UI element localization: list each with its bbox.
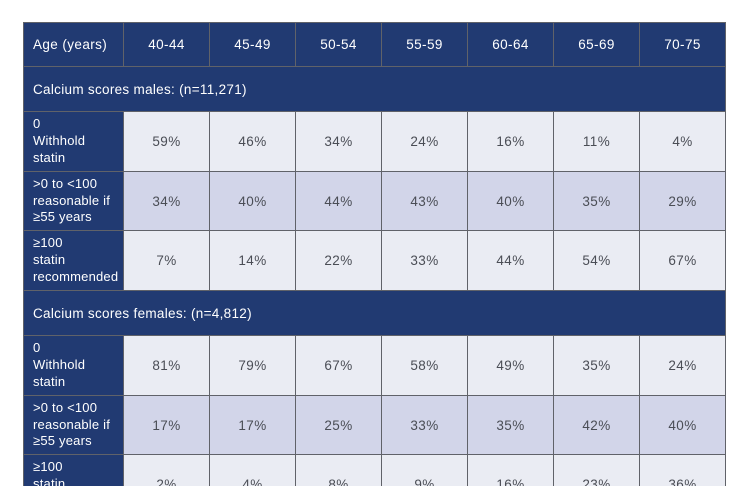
row-label-females-zero: 0 Withhold statin [23,335,124,396]
cell-value: 16% [467,454,554,486]
cell-value: 25% [295,394,382,456]
cell-value: 2% [123,454,210,486]
cell-value: 11% [553,111,640,172]
cell-value: 16% [467,111,554,172]
cell-value: 79% [209,335,296,396]
cell-value: 81% [123,335,210,396]
row-label-females-high: ≥100 statin recommended [23,454,124,486]
table-row-males-high: ≥100 statin recommended 7% 14% 22% 33% 4… [23,230,726,292]
cell-value: 33% [381,230,468,292]
cell-value: 36% [639,454,726,486]
cell-value: 54% [553,230,640,292]
table-row-females-zero: 0 Withhold statin 81% 79% 67% 58% 49% 35… [23,335,726,396]
age-col-50-54: 50-54 [295,22,382,67]
cell-value: 34% [123,170,210,232]
cell-value: 17% [209,394,296,456]
table-row-females-low: >0 to <100 reasonable if ≥55 years 17% 1… [23,394,726,456]
age-col-45-49: 45-49 [209,22,296,67]
cell-value: 44% [295,170,382,232]
cell-value: 58% [381,335,468,396]
cell-value: 24% [639,335,726,396]
age-col-65-69: 65-69 [553,22,640,67]
cell-value: 43% [381,170,468,232]
age-col-40-44: 40-44 [123,22,210,67]
cell-value: 35% [553,335,640,396]
cell-value: 44% [467,230,554,292]
cell-value: 35% [553,170,640,232]
cell-value: 34% [295,111,382,172]
table-row-males-zero: 0 Withhold statin 59% 46% 34% 24% 16% 11… [23,111,726,172]
cell-value: 23% [553,454,640,486]
cell-value: 7% [123,230,210,292]
table-row-females-high: ≥100 statin recommended 2% 4% 8% 9% 16% … [23,454,726,486]
row-label-males-zero: 0 Withhold statin [23,111,124,172]
cell-value: 40% [639,394,726,456]
cell-value: 17% [123,394,210,456]
row-label-females-low: >0 to <100 reasonable if ≥55 years [23,394,124,456]
section-row-males: Calcium scores males: (n=11,271) [23,66,726,112]
age-col-55-59: 55-59 [381,22,468,67]
row-label-males-high: ≥100 statin recommended [23,230,124,292]
section-title-females: Calcium scores females: (n=4,812) [23,290,726,337]
cell-value: 59% [123,111,210,172]
cell-value: 29% [639,170,726,232]
cell-value: 67% [639,230,726,292]
age-col-70-75: 70-75 [639,22,726,67]
age-years-header: Age (years) [23,22,124,67]
section-title-males: Calcium scores males: (n=11,271) [23,66,726,112]
cell-value: 49% [467,335,554,396]
cell-value: 46% [209,111,296,172]
calcium-scores-table: Age (years) 40-44 45-49 50-54 55-59 60-6… [23,22,726,486]
cell-value: 8% [295,454,382,486]
cell-value: 9% [381,454,468,486]
cell-value: 35% [467,394,554,456]
table-row-males-low: >0 to <100 reasonable if ≥55 years 34% 4… [23,170,726,232]
cell-value: 22% [295,230,382,292]
cell-value: 4% [639,111,726,172]
row-label-males-low: >0 to <100 reasonable if ≥55 years [23,170,124,232]
cell-value: 24% [381,111,468,172]
section-row-females: Calcium scores females: (n=4,812) [23,290,726,337]
cell-value: 40% [467,170,554,232]
cell-value: 40% [209,170,296,232]
header-row: Age (years) 40-44 45-49 50-54 55-59 60-6… [23,22,726,67]
cell-value: 42% [553,394,640,456]
cell-value: 4% [209,454,296,486]
cell-value: 33% [381,394,468,456]
cell-value: 67% [295,335,382,396]
age-col-60-64: 60-64 [467,22,554,67]
cell-value: 14% [209,230,296,292]
